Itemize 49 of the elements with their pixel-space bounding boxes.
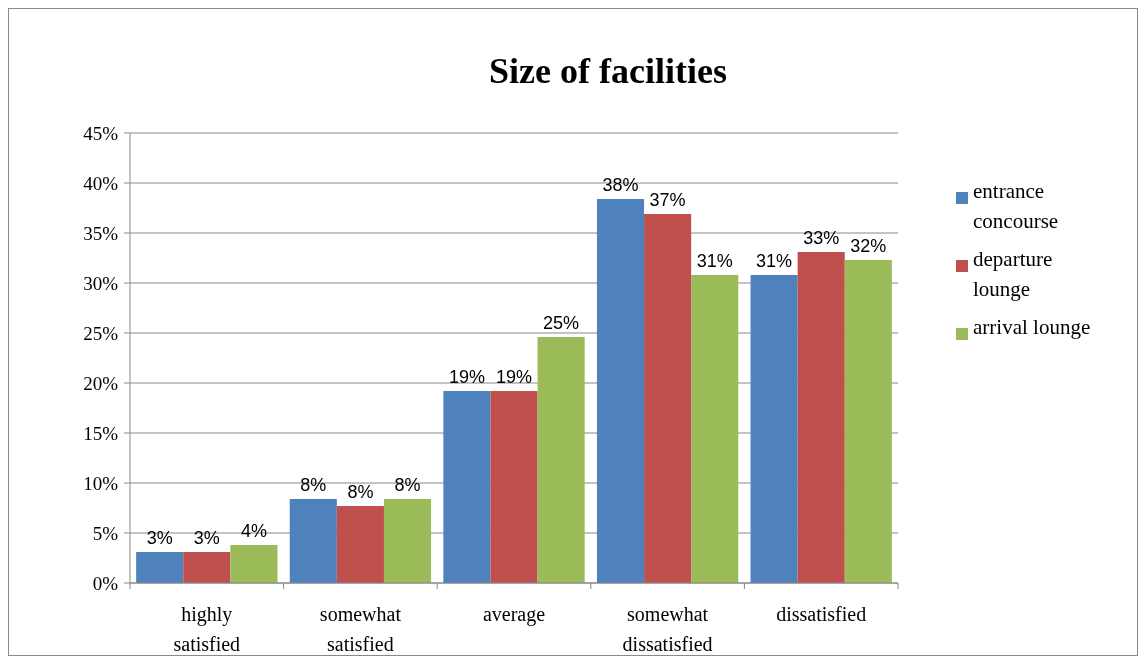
x-tick-label: dissatisfied	[776, 603, 867, 625]
data-label: 37%	[649, 190, 686, 210]
bar	[750, 275, 798, 583]
bar	[490, 391, 538, 583]
data-label: 8%	[347, 482, 374, 502]
x-tick-label: highly satisfied	[173, 603, 241, 655]
bar	[537, 337, 585, 583]
legend-label: arrival lounge	[973, 315, 1091, 339]
y-tick-label: 15%	[83, 422, 119, 444]
y-tick-label: 10%	[83, 472, 119, 494]
data-label: 32%	[850, 236, 887, 256]
data-label: 19%	[495, 367, 533, 387]
bar	[183, 552, 231, 583]
y-tick-label: 20%	[83, 372, 119, 394]
bar	[844, 260, 892, 583]
bar	[289, 499, 337, 583]
data-label: 25%	[543, 313, 580, 333]
data-label: 3%	[146, 528, 173, 548]
y-tick-label: 45%	[83, 122, 119, 144]
bar	[443, 391, 491, 583]
x-tick-label: average	[482, 603, 546, 626]
x-tick-label: somewhat satisfied	[319, 603, 402, 655]
chart-title: Size of facilities	[489, 51, 727, 91]
bar	[691, 275, 739, 583]
y-tick-label: 30%	[83, 272, 119, 294]
data-label: 33%	[803, 228, 840, 248]
y-tick-label: 25%	[83, 322, 119, 344]
data-label: 31%	[696, 251, 733, 271]
data-label: 8%	[300, 475, 327, 495]
data-label: 8%	[394, 475, 421, 495]
bar	[336, 506, 384, 583]
data-label: 4%	[240, 521, 267, 541]
bar	[230, 545, 278, 583]
data-label: 3%	[193, 528, 220, 548]
legend-label: entrance concourse	[973, 179, 1059, 233]
x-tick-label: somewhat dissatisfied	[622, 603, 713, 655]
bar	[136, 552, 184, 583]
bar	[596, 199, 645, 583]
y-tick-label: 35%	[83, 222, 119, 244]
y-tick-label: 5%	[92, 522, 119, 544]
bar	[797, 252, 845, 583]
data-label: 31%	[756, 251, 793, 271]
y-tick-label: 40%	[83, 172, 119, 194]
bar	[383, 499, 432, 583]
data-label: 38%	[602, 175, 639, 195]
y-tick-label: 0%	[92, 572, 119, 594]
legend-label: departure lounge	[973, 247, 1053, 301]
data-label: 19%	[448, 367, 485, 387]
bar	[644, 214, 692, 583]
